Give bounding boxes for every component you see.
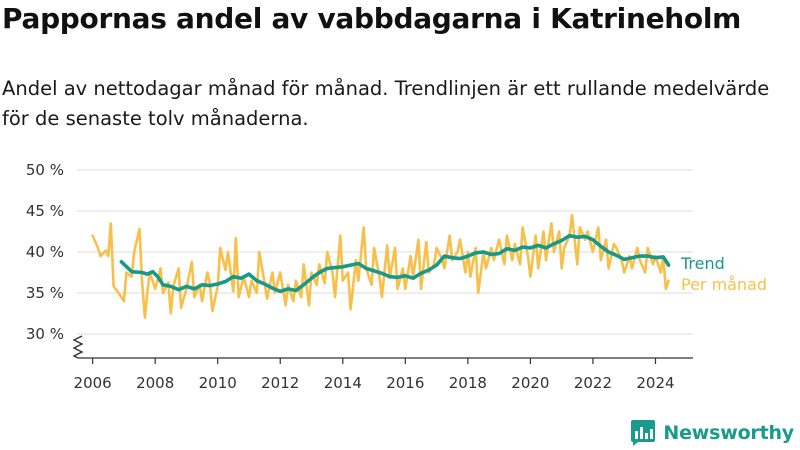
x-tick-label: 2020 [511, 374, 549, 392]
y-tick-label: 30 % [26, 325, 64, 343]
x-tick-label: 2006 [74, 374, 112, 392]
x-tick-label: 2010 [199, 374, 237, 392]
trend-line [119, 233, 671, 294]
chart-subtitle: Andel av nettodagar månad för månad. Tre… [2, 77, 770, 130]
legend-label-trend: Trend [680, 254, 725, 273]
x-tick-label: 2024 [636, 374, 674, 392]
bar-chart-logo-icon [631, 420, 656, 446]
y-tick-label: 45 % [26, 202, 64, 220]
x-axis: 2006 2008 2010 2012 2014 2016 2018 2020 2022 2024 [74, 357, 693, 392]
monthly-line [91, 213, 670, 319]
y-axis: 30 % 35 % 40 % 45 % 50 % [26, 161, 64, 343]
brand-name: Newsworthy [663, 422, 794, 444]
y-tick-label: 40 % [26, 243, 64, 261]
legend-label-monthly: Per månad [681, 275, 767, 294]
x-tick-label: 2008 [136, 374, 174, 392]
x-tick-label: 2018 [449, 374, 487, 392]
x-tick-label: 2014 [324, 374, 362, 392]
series-lines [91, 213, 671, 319]
x-tick-label: 2022 [574, 374, 612, 392]
gridlines [77, 169, 693, 335]
y-tick-label: 50 % [26, 161, 64, 179]
x-tick-label: 2016 [386, 374, 424, 392]
y-tick-label: 35 % [26, 284, 64, 302]
chart-title: Pappornas andel av vabbdagarna i Katrine… [2, 2, 742, 35]
newsworthy-logo: Newsworthy [631, 420, 794, 446]
legend: Trend Per månad [680, 254, 767, 294]
axis-break-zigzag [72, 335, 84, 359]
axis-break-icon [72, 335, 84, 359]
x-tick-label: 2012 [261, 374, 299, 392]
